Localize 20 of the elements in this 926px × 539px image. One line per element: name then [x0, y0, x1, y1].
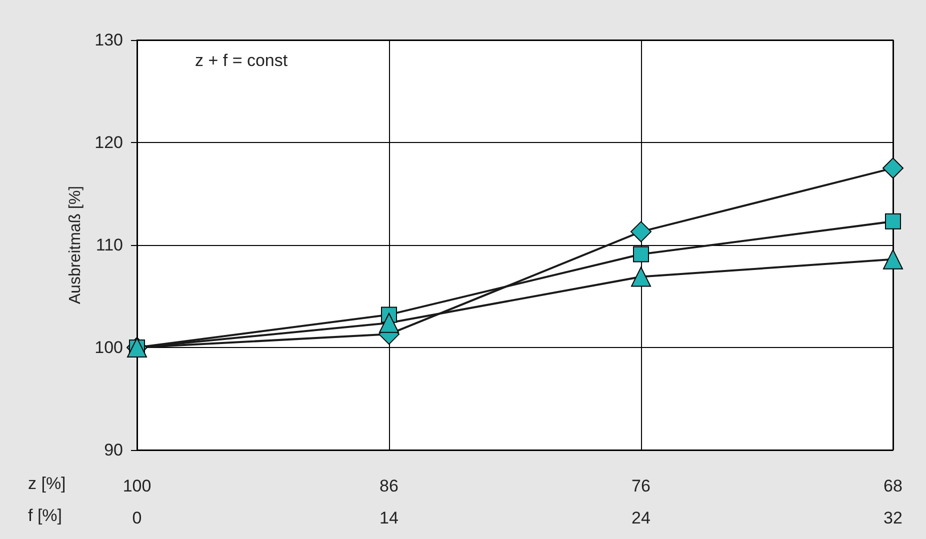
y-axis-title: Ausbreitmaß [%] [67, 186, 84, 304]
point [631, 266, 651, 287]
x-tick-label: 76 24 [632, 476, 650, 528]
point [883, 249, 903, 270]
point [630, 221, 652, 242]
point [633, 246, 649, 262]
x-tick-label: 86 14 [380, 476, 398, 528]
x-tick-label: 100 0 [122, 476, 152, 528]
annotation: z + f = const [195, 51, 288, 70]
x-tick-label: 68 32 [884, 476, 902, 528]
y-tick-label: 90 [104, 440, 123, 460]
text: f [%] [28, 506, 62, 525]
text: z [%] [28, 474, 66, 493]
point [885, 213, 901, 230]
y-tick-label: 100 [94, 338, 123, 357]
y-tick-label: 110 [96, 236, 123, 254]
y-tick-label: 120 [94, 133, 123, 152]
point [882, 158, 904, 179]
y-tick-label: 130 [94, 30, 123, 50]
point [379, 312, 399, 333]
